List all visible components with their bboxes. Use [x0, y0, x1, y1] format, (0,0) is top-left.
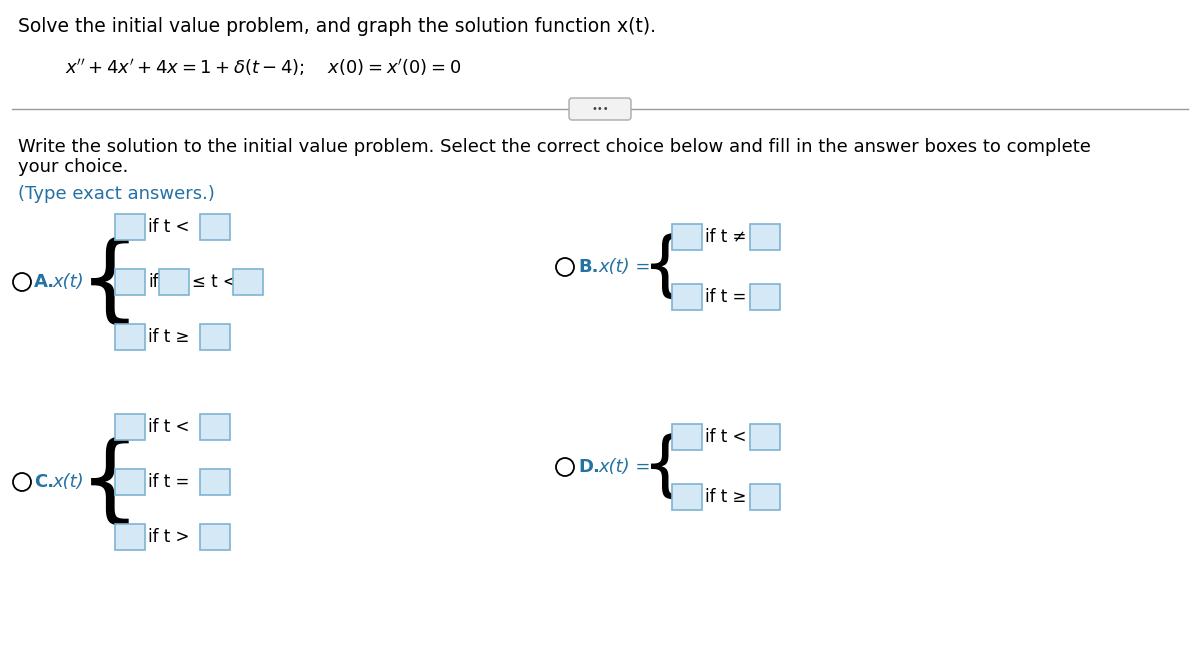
- FancyBboxPatch shape: [750, 224, 780, 250]
- Text: {: {: [642, 233, 688, 302]
- Text: your choice.: your choice.: [18, 158, 128, 176]
- Text: C.: C.: [34, 473, 54, 491]
- FancyBboxPatch shape: [115, 469, 145, 495]
- FancyBboxPatch shape: [115, 524, 145, 550]
- Text: ≤ t <: ≤ t <: [192, 273, 236, 291]
- Text: •••: •••: [592, 104, 608, 114]
- Text: if t <: if t <: [148, 218, 190, 236]
- FancyBboxPatch shape: [750, 424, 780, 450]
- Text: if t ≥: if t ≥: [706, 488, 746, 506]
- FancyBboxPatch shape: [672, 284, 702, 310]
- Text: $x'' + 4x' + 4x = 1 + \delta(t - 4)$;    $x(0) = x'(0) = 0$: $x'' + 4x' + 4x = 1 + \delta(t - 4)$; $x…: [65, 57, 461, 78]
- Text: {: {: [79, 436, 140, 528]
- FancyBboxPatch shape: [750, 284, 780, 310]
- FancyBboxPatch shape: [115, 269, 145, 295]
- Text: (Type exact answers.): (Type exact answers.): [18, 185, 215, 203]
- Text: x(t) =: x(t) =: [598, 258, 650, 276]
- FancyBboxPatch shape: [200, 324, 230, 350]
- Text: if t ≠: if t ≠: [706, 228, 746, 246]
- Text: B.: B.: [578, 258, 599, 276]
- Text: if t =: if t =: [706, 288, 746, 306]
- Text: if t >: if t >: [148, 528, 190, 546]
- Text: {: {: [79, 235, 140, 328]
- Text: Solve the initial value problem, and graph the solution function x(t).: Solve the initial value problem, and gra…: [18, 18, 656, 37]
- FancyBboxPatch shape: [200, 524, 230, 550]
- Text: x(t) =: x(t) =: [52, 473, 104, 491]
- FancyBboxPatch shape: [233, 269, 263, 295]
- Text: D.: D.: [578, 458, 600, 476]
- FancyBboxPatch shape: [115, 414, 145, 440]
- Text: {: {: [642, 432, 688, 501]
- FancyBboxPatch shape: [672, 424, 702, 450]
- FancyBboxPatch shape: [200, 214, 230, 240]
- Text: x(t) =: x(t) =: [598, 458, 650, 476]
- FancyBboxPatch shape: [672, 224, 702, 250]
- Text: if: if: [148, 273, 158, 291]
- FancyBboxPatch shape: [200, 469, 230, 495]
- Text: x(t) =: x(t) =: [52, 273, 104, 291]
- Text: if t <: if t <: [148, 418, 190, 436]
- FancyBboxPatch shape: [115, 214, 145, 240]
- FancyBboxPatch shape: [158, 269, 190, 295]
- Text: A.: A.: [34, 273, 55, 291]
- FancyBboxPatch shape: [569, 98, 631, 120]
- Text: if t ≥: if t ≥: [148, 328, 190, 346]
- Text: Write the solution to the initial value problem. Select the correct choice below: Write the solution to the initial value …: [18, 138, 1091, 156]
- FancyBboxPatch shape: [672, 484, 702, 510]
- FancyBboxPatch shape: [115, 324, 145, 350]
- Text: if t <: if t <: [706, 428, 746, 446]
- Text: if t =: if t =: [148, 473, 190, 491]
- FancyBboxPatch shape: [200, 414, 230, 440]
- FancyBboxPatch shape: [750, 484, 780, 510]
